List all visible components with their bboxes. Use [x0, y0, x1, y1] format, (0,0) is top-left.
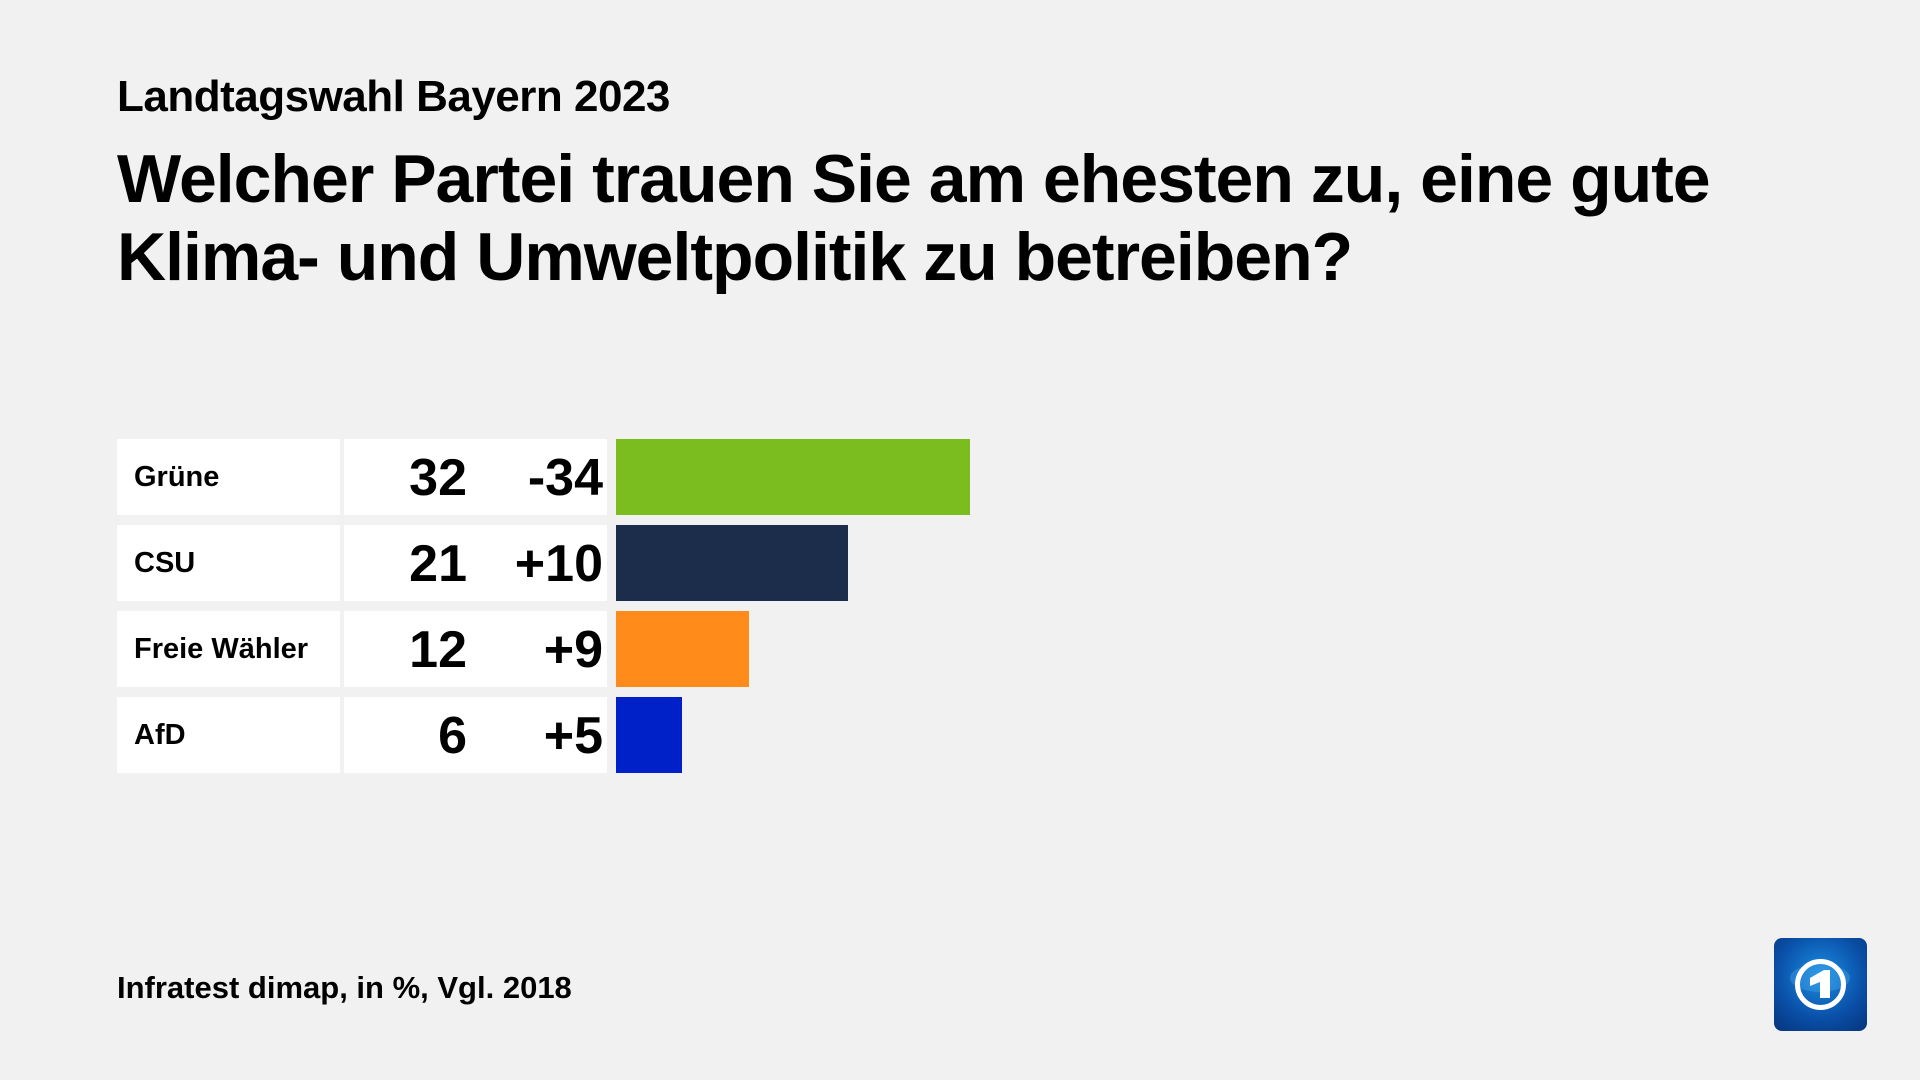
- category-cell: CSU: [117, 525, 340, 601]
- category-label: Freie Wähler: [134, 633, 309, 665]
- bar: [616, 611, 749, 687]
- source-note: Infratest dimap, in %, Vgl. 2018: [117, 970, 572, 1005]
- value-label: 32: [409, 449, 467, 507]
- category-label: CSU: [134, 547, 196, 579]
- change-label: +9: [543, 621, 603, 679]
- value-cell: 32 -34: [344, 439, 607, 515]
- bar: [616, 439, 970, 515]
- bar: [616, 697, 683, 773]
- chart-title: Welcher Partei trauen Sie am ehesten zu,…: [117, 141, 1711, 295]
- value-cell: 12 +9: [344, 611, 607, 687]
- value-cell: 21 +10: [344, 525, 607, 601]
- category-cell: AfD: [117, 697, 340, 773]
- change-label: +10: [514, 535, 603, 593]
- value-label: 6: [438, 707, 467, 765]
- tagesschau-logo-icon: [1774, 938, 1867, 1031]
- value-label: 12: [409, 621, 467, 679]
- chart-kicker: Landtagswahl Bayern 2023: [117, 72, 670, 121]
- category-cell: Freie Wähler: [117, 611, 340, 687]
- value-cell: 6 +5: [344, 697, 607, 773]
- category-cell: Grüne: [117, 439, 340, 515]
- change-label: -34: [527, 449, 603, 507]
- category-label: Grüne: [134, 461, 220, 493]
- value-label: 21: [409, 535, 467, 593]
- category-label: AfD: [134, 719, 186, 751]
- change-label: +5: [543, 707, 603, 765]
- bar: [616, 525, 849, 601]
